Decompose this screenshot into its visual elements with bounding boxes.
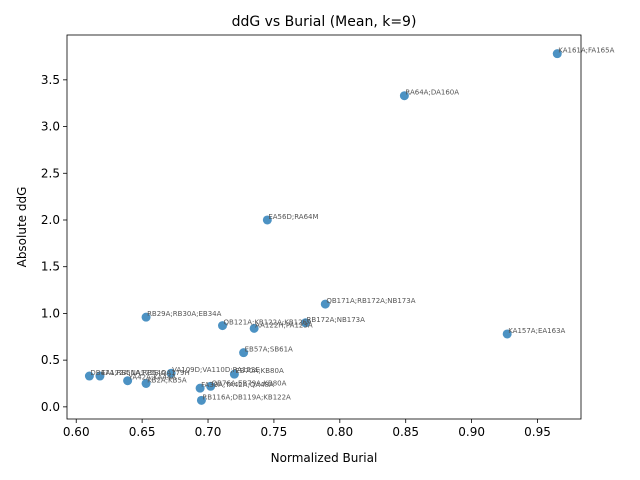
data-point-label: KB2A;KB5A xyxy=(147,376,187,384)
data-point xyxy=(399,91,409,101)
y-axis: 0.0 0.5 1.0 1.5 2.0 2.5 3.0 3.5 xyxy=(41,73,67,414)
chart-title: ddG vs Burial (Mean, k=9) xyxy=(232,14,417,30)
y-tick-label: 0.5 xyxy=(41,353,60,367)
x-axis: 0.60 0.65 0.70 0.75 0.80 0.85 0.90 0.95 xyxy=(63,419,551,439)
data-point xyxy=(84,371,94,381)
y-tick-label: 2.5 xyxy=(41,166,60,180)
data-point-label: RB172A;NB173A xyxy=(307,316,366,324)
x-tick-label: 0.90 xyxy=(458,425,485,439)
data-point-label: EB70A;KB80A xyxy=(235,367,284,375)
data-point-label: RA64A;DA160A xyxy=(405,89,459,97)
x-tick-label: 0.65 xyxy=(129,425,156,439)
x-tick-label: 0.80 xyxy=(326,425,353,439)
data-point xyxy=(218,321,228,331)
points-layer xyxy=(84,49,562,405)
x-tick-label: 0.85 xyxy=(392,425,419,439)
data-point-label: AA122H;PA123A xyxy=(255,321,313,329)
y-tick-label: 1.5 xyxy=(41,260,60,274)
data-point xyxy=(249,323,259,333)
data-point xyxy=(206,381,216,391)
data-point xyxy=(502,329,512,339)
y-tick-label: 1.0 xyxy=(41,306,60,320)
data-point-label: RB29A;RB30A;EB34A xyxy=(147,310,222,318)
data-point-label: EA56D;RA64M xyxy=(268,213,318,221)
x-axis-label: Normalized Burial xyxy=(271,451,378,465)
data-point xyxy=(95,371,105,381)
data-point xyxy=(262,215,272,225)
data-point xyxy=(229,369,239,379)
data-point xyxy=(239,348,249,358)
point-labels-layer: KA161A;FA165A RA64A;DA160A EA56D;RA64M QB17… xyxy=(90,47,614,402)
y-tick-label: 3.5 xyxy=(41,73,60,87)
data-point-label: KA161A;FA165A xyxy=(558,47,614,55)
data-point-label: DB47A;RB51A;RB54A xyxy=(90,369,166,377)
data-point-label: QB76A;EB79A;KB80A xyxy=(212,379,287,387)
x-tick-label: 0.60 xyxy=(63,425,90,439)
data-point xyxy=(166,368,176,378)
data-point-label: RB116A;DB119A;KB122A xyxy=(202,393,291,401)
data-point-label: KA157A;EA163A xyxy=(508,327,565,335)
y-tick-label: 0.0 xyxy=(41,400,60,414)
data-point xyxy=(123,376,133,386)
data-point xyxy=(552,49,562,59)
x-tick-label: 0.75 xyxy=(261,425,288,439)
data-point-label: EA172A;NA175E;QA179H xyxy=(101,369,190,377)
data-point-label: EB57A;SB61A xyxy=(245,346,293,354)
data-point xyxy=(320,299,330,309)
data-point-label: FA39A;YA42A;QA48A xyxy=(201,381,274,389)
data-point xyxy=(141,378,151,388)
x-tick-label: 0.95 xyxy=(524,425,551,439)
x-tick-label: 0.70 xyxy=(195,425,222,439)
data-point-label: VA109D;VA110D;RA123E xyxy=(172,366,260,374)
y-tick-label: 3.0 xyxy=(41,120,60,134)
plot-area-frame xyxy=(66,34,582,420)
data-point xyxy=(301,318,311,328)
data-point-label: QB121A;KB122A;KB126A xyxy=(224,319,312,327)
data-point-label: QB171A;RB172A;NB173A xyxy=(326,297,415,305)
data-point xyxy=(195,383,205,393)
data-point-label: YA42A;KA44A xyxy=(128,374,177,382)
data-point xyxy=(141,312,151,322)
y-axis-label: Absolute ddG xyxy=(15,187,29,268)
data-point xyxy=(196,395,206,405)
y-tick-label: 2.0 xyxy=(41,213,60,227)
